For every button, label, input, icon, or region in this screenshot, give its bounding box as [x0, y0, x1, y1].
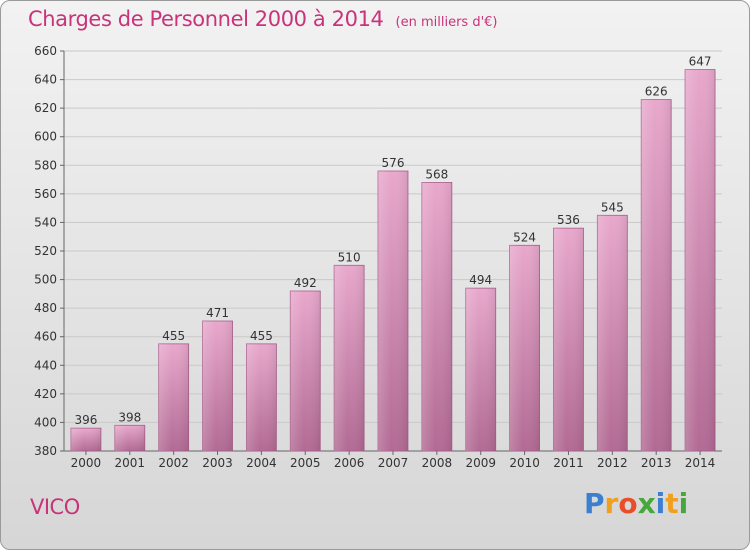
y-tick-label: 520	[34, 244, 57, 258]
bar-value-label: 471	[206, 306, 229, 320]
y-tick-label: 400	[34, 415, 57, 429]
x-tick-label: 2006	[334, 456, 365, 470]
x-tick-label: 2010	[509, 456, 540, 470]
bar-value-label: 398	[118, 410, 141, 424]
bar-sheen	[553, 228, 583, 451]
y-tick-label: 480	[34, 301, 57, 315]
bars-layer	[71, 70, 715, 451]
y-tick-label: 540	[34, 215, 57, 229]
x-tick-label: 2009	[465, 456, 496, 470]
bar-sheen	[71, 428, 101, 451]
bar-value-label: 455	[250, 329, 273, 343]
commune-name: VICO	[30, 495, 80, 519]
bar-sheen	[466, 288, 496, 451]
logo-letter: x	[638, 487, 656, 520]
logo-letter: r	[605, 487, 619, 520]
bar-value-label: 568	[425, 167, 448, 181]
y-tick-label: 580	[34, 158, 57, 172]
y-tick-label: 420	[34, 387, 57, 401]
bar-sheen	[115, 425, 145, 451]
x-tick-label: 2005	[290, 456, 321, 470]
bar-sheen	[203, 321, 233, 451]
bar-value-label: 396	[74, 413, 97, 427]
bar-value-label: 647	[689, 55, 712, 69]
bar-value-label: 536	[557, 213, 580, 227]
x-tick-label: 2004	[246, 456, 277, 470]
bar-value-label: 524	[513, 230, 536, 244]
bar-value-label: 576	[382, 156, 405, 170]
y-tick-label: 600	[34, 130, 57, 144]
x-tick-label: 2013	[641, 456, 672, 470]
x-tick-label: 2008	[422, 456, 453, 470]
bar-sheen	[246, 344, 276, 451]
logo-letter: P	[584, 487, 605, 520]
bar-sheen	[510, 245, 540, 451]
x-tick-label: 2002	[158, 456, 189, 470]
x-tick-label: 2000	[71, 456, 102, 470]
bar-value-label: 510	[338, 250, 361, 264]
logo-letter: i	[679, 487, 689, 520]
proxiti-logo[interactable]: Proxiti	[584, 487, 688, 520]
bar-sheen	[422, 182, 452, 451]
bar-value-label: 494	[469, 273, 492, 287]
x-ticks-layer: 2000 2001 2002 2003 2004 2005 2006 2007 2008 2009…	[71, 451, 716, 470]
x-tick-label: 2014	[685, 456, 716, 470]
bar-value-label: 626	[645, 85, 668, 99]
logo-letter: i	[656, 487, 666, 520]
bar-sheen	[159, 344, 189, 451]
bar-value-label: 545	[601, 200, 624, 214]
y-tick-label: 660	[34, 44, 57, 58]
bar-value-label: 455	[162, 329, 185, 343]
x-tick-label: 2012	[597, 456, 628, 470]
x-tick-label: 2001	[115, 456, 146, 470]
y-tick-label: 440	[34, 358, 57, 372]
y-tick-label: 640	[34, 73, 57, 87]
bar-sheen	[334, 265, 364, 451]
bar-sheen	[378, 171, 408, 451]
y-tick-label: 560	[34, 187, 57, 201]
x-tick-label: 2007	[378, 456, 409, 470]
x-tick-label: 2003	[202, 456, 233, 470]
logo-letter: t	[665, 487, 678, 520]
y-tick-label: 460	[34, 330, 57, 344]
bar-value-label: 492	[294, 276, 317, 290]
bar-sheen	[641, 100, 671, 451]
y-tick-label: 620	[34, 101, 57, 115]
bar-sheen	[685, 70, 715, 451]
bar-sheen	[597, 215, 627, 451]
x-tick-label: 2011	[553, 456, 584, 470]
bar-sheen	[290, 291, 320, 451]
y-tick-label: 500	[34, 273, 57, 287]
logo-letter: o	[618, 487, 637, 520]
y-tick-label: 380	[34, 444, 57, 458]
